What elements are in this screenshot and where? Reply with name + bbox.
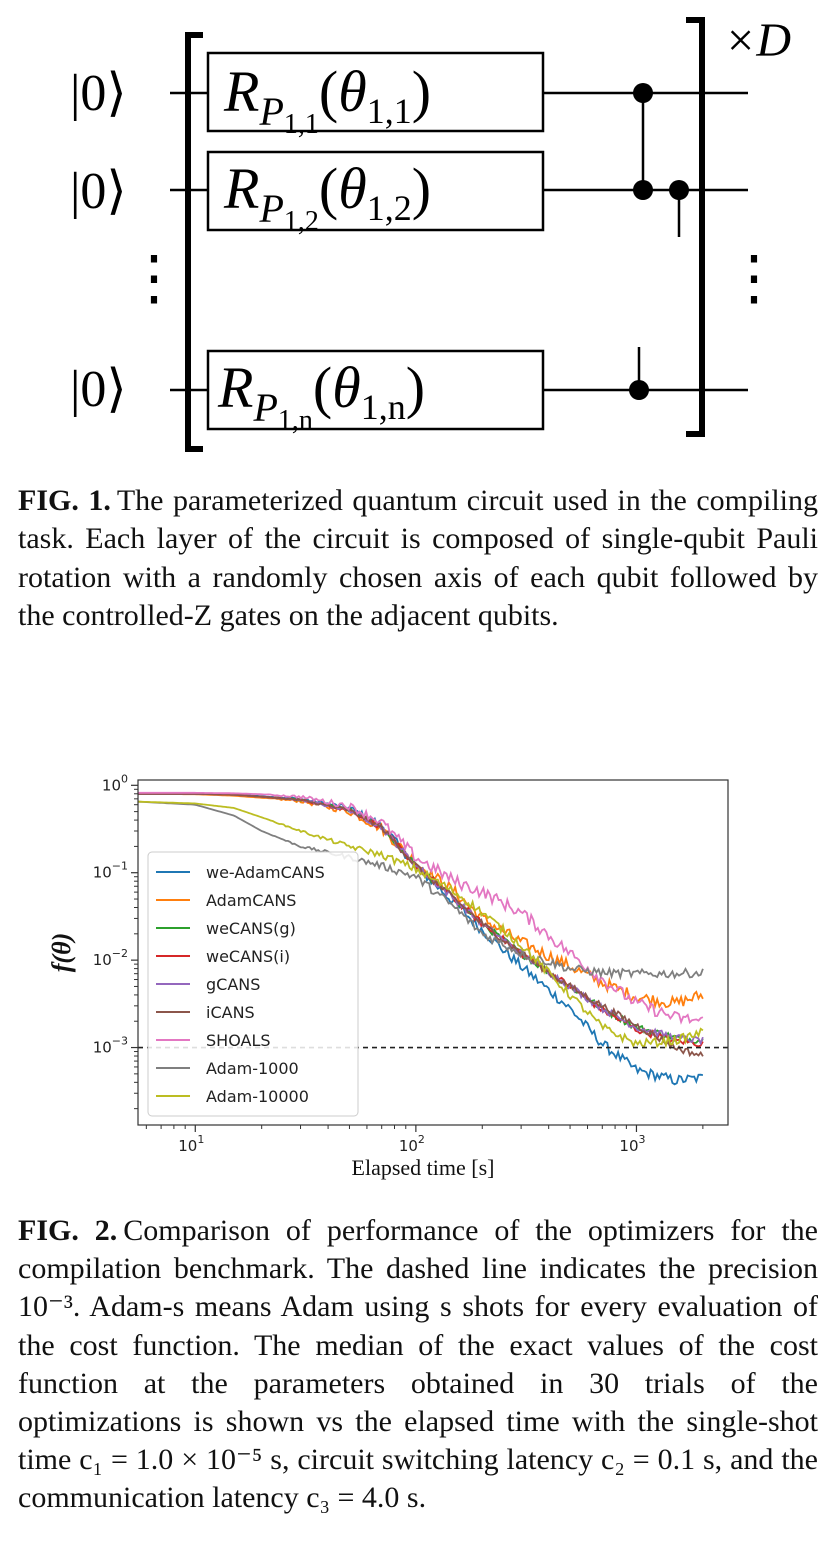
x-axis-label: Elapsed time [s] (352, 1155, 495, 1180)
legend-label-SHOALS: SHOALS (206, 1031, 271, 1050)
vertical-dots-right: ⋮ (724, 245, 784, 311)
control-dot (629, 380, 649, 400)
y-tick-label: 10−1 (93, 860, 128, 882)
figure-2-caption-text: Comparison of performance of the optimiz… (18, 1214, 818, 1515)
gate-box-n (206, 349, 545, 431)
left-bracket (185, 32, 203, 452)
figure-1-label: FIG. 1. (18, 484, 111, 517)
legend-label-iCANS: iCANS (206, 1003, 255, 1022)
gate-box-1 (206, 51, 545, 133)
input-state-label: |0⟩ (70, 361, 127, 418)
series-line-Adam-1000 (138, 800, 704, 981)
x-tick-label: 102 (399, 1133, 425, 1155)
legend-label-weCANS(i): weCANS(i) (206, 947, 290, 966)
control-dot (633, 83, 653, 103)
plot-frame (137, 779, 729, 1126)
legend-label-weCANS(g): weCANS(g) (206, 919, 296, 938)
right-bracket (686, 17, 705, 437)
gate-box-2 (206, 150, 545, 232)
legend-label-Adam-1000: Adam-1000 (206, 1059, 299, 1078)
y-axis-label: f(θ) (47, 933, 76, 972)
vertical-dots-left: ⋮ (124, 245, 184, 311)
figure-1-caption: FIG. 1. The parameterized quantum circuit… (18, 482, 818, 635)
y-tick-label: 10−2 (93, 947, 128, 969)
y-tick-label: 100 (102, 772, 128, 794)
figure-2-caption: FIG. 2. Comparison of performance of the … (18, 1212, 818, 1518)
control-dot (633, 180, 653, 200)
x-tick-label: 101 (178, 1133, 204, 1155)
gate-label-2: RP1,2(θ1,2) (223, 156, 431, 237)
repeat-label: ×D (724, 14, 791, 67)
control-dot (669, 180, 689, 200)
figure-2-label: FIG. 2. (18, 1214, 118, 1247)
y-tick-label: 10−3 (93, 1035, 128, 1057)
series-line-Adam-10000 (138, 800, 704, 1049)
legend-label-gCANS: gCANS (206, 975, 260, 994)
legend-box (147, 851, 359, 1117)
input-state-label: |0⟩ (70, 65, 127, 122)
legend-label-we-AdamCANS: we-AdamCANS (206, 863, 325, 882)
legend-label-Adam-10000: Adam-10000 (206, 1087, 309, 1106)
series-line-iCANS (138, 792, 704, 1058)
x-tick-label: 103 (619, 1133, 645, 1155)
figure-1-caption-text: The parameterized quantum circuit used i… (18, 484, 818, 632)
legend-label-AdamCANS: AdamCANS (206, 891, 296, 910)
gate-label-1: RP1,1(θ1,1) (223, 59, 431, 140)
series-line-SHOALS (138, 791, 704, 1025)
gate-label-n: RP1,n(θ1,n) (217, 355, 425, 436)
circuit-diagram: |0⟩ |0⟩ |0⟩ ⋮ ⋮ ×D RP1,1(θ1,1) RP1,2(θ1,… (70, 14, 791, 452)
performance-chart: 100 10−1 10−2 10−3 101 102 103 Elapsed time [s]… (47, 772, 729, 1180)
input-state-label: |0⟩ (70, 163, 127, 220)
